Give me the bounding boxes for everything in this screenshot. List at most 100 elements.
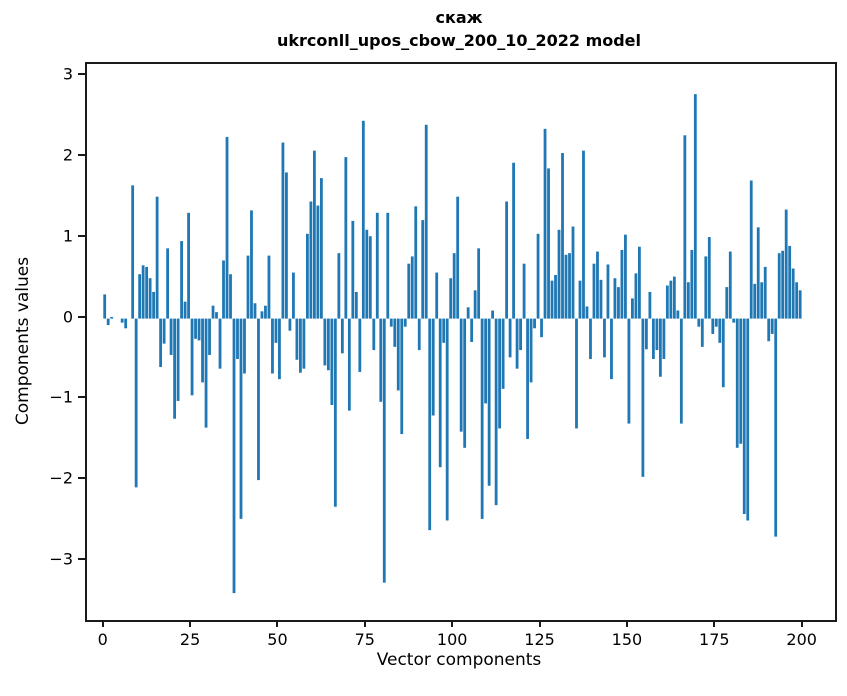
bar-component-24 <box>187 212 190 319</box>
x-tick-label-150: 150 <box>611 630 643 649</box>
bar-component-67 <box>337 253 341 319</box>
bar-component-135 <box>575 318 578 429</box>
bar-component-132 <box>564 254 568 319</box>
bar-component-178 <box>725 287 729 319</box>
bar-component-169 <box>693 94 697 319</box>
bar-component-69 <box>344 157 348 319</box>
bar-component-61 <box>316 205 320 319</box>
bar-component-128 <box>550 280 554 319</box>
bar-component-182 <box>739 318 743 444</box>
x-tick-mark-175 <box>713 620 716 627</box>
bar-component-172 <box>704 256 708 319</box>
x-tick-mark-25 <box>189 620 192 627</box>
bar-component-31 <box>211 305 215 319</box>
bar-component-110 <box>487 318 491 486</box>
bar-component-64 <box>326 318 330 371</box>
bar-component-60 <box>312 150 316 319</box>
x-tick-label-100: 100 <box>436 630 468 649</box>
bar-component-104 <box>466 307 470 319</box>
bar-component-116 <box>508 318 512 358</box>
bar-component-32 <box>215 312 218 319</box>
bar-component-42 <box>250 210 253 319</box>
chart-subtitle: ukrconll_upos_cbow_200_10_2022 model <box>276 31 642 50</box>
bar-component-190 <box>767 318 771 342</box>
y-tick-mark--2 <box>78 477 85 480</box>
bar-component-166 <box>683 135 687 319</box>
y-tick-mark-1 <box>78 234 85 237</box>
bar-component-25 <box>190 318 194 396</box>
bar-component-0 <box>103 294 107 319</box>
x-tick-mark-0 <box>101 620 104 627</box>
bar-component-146 <box>613 278 617 319</box>
bar-component-2 <box>110 316 114 319</box>
bar-component-39 <box>239 318 243 519</box>
bar-component-93 <box>428 318 432 531</box>
bar-component-177 <box>721 318 725 388</box>
bar-component-133 <box>568 253 571 319</box>
bar-component-40 <box>243 318 246 374</box>
bars <box>103 94 802 594</box>
bar-component-111 <box>491 310 495 319</box>
bar-component-19 <box>169 318 173 355</box>
bar-component-33 <box>218 318 222 369</box>
bar-component-43 <box>253 303 257 319</box>
bar-component-16 <box>159 318 163 368</box>
bar-component-130 <box>557 229 561 319</box>
bar-component-8 <box>131 185 135 319</box>
bar-component-100 <box>452 253 456 319</box>
bar-component-192 <box>774 318 778 537</box>
x-axis-label: Vector components <box>376 650 542 670</box>
y-tick-label--3: −3 <box>49 549 73 569</box>
x-tick-label-75: 75 <box>354 630 375 649</box>
bar-component-54 <box>292 272 295 319</box>
bar-component-196 <box>788 245 792 319</box>
bar-component-149 <box>624 234 627 319</box>
bar-component-138 <box>585 306 589 319</box>
bar-component-117 <box>512 162 515 319</box>
bar-component-174 <box>711 318 715 334</box>
bar-component-86 <box>403 318 407 327</box>
bar-component-102 <box>459 318 463 432</box>
bar-component-68 <box>340 318 344 354</box>
bar-component-113 <box>498 318 502 429</box>
bar-component-193 <box>777 253 781 319</box>
bar-component-103 <box>463 318 467 448</box>
x-tick-label-25: 25 <box>179 630 201 649</box>
chart-title: скаж <box>435 8 483 27</box>
bar-component-5 <box>120 318 124 323</box>
bar-component-92 <box>424 124 428 319</box>
bar-component-90 <box>417 318 421 351</box>
bar-component-99 <box>449 278 453 319</box>
bar-component-127 <box>547 168 550 319</box>
bar-component-139 <box>589 318 592 359</box>
bar-component-1 <box>106 318 110 326</box>
y-tick-label-2: 2 <box>62 145 73 165</box>
bar-component-119 <box>519 318 522 351</box>
bar-component-148 <box>620 249 624 319</box>
y-tick-mark-2 <box>78 154 85 157</box>
bar-component-89 <box>414 206 418 319</box>
bar-component-49 <box>274 318 278 343</box>
bar-component-176 <box>718 318 722 343</box>
bar-component-143 <box>603 318 606 358</box>
bar-component-98 <box>445 318 449 521</box>
bar-component-72 <box>354 291 358 319</box>
bar-component-189 <box>763 266 767 319</box>
bar-component-144 <box>606 264 610 319</box>
bar-component-186 <box>753 283 757 319</box>
bar-component-123 <box>533 318 536 329</box>
x-tick-label-200: 200 <box>786 630 817 649</box>
bar-component-101 <box>456 196 460 319</box>
bar-component-6 <box>124 318 128 329</box>
bar-component-183 <box>742 318 746 515</box>
bar-component-184 <box>746 318 750 521</box>
bar-component-70 <box>347 318 351 411</box>
bar-component-75 <box>365 229 369 319</box>
bar-component-38 <box>236 318 239 359</box>
bar-component-27 <box>197 318 201 341</box>
bar-component-153 <box>638 246 641 319</box>
bar-component-65 <box>330 318 334 405</box>
bar-component-45 <box>260 311 264 319</box>
bar-component-36 <box>229 274 232 319</box>
bar-component-15 <box>155 196 159 319</box>
